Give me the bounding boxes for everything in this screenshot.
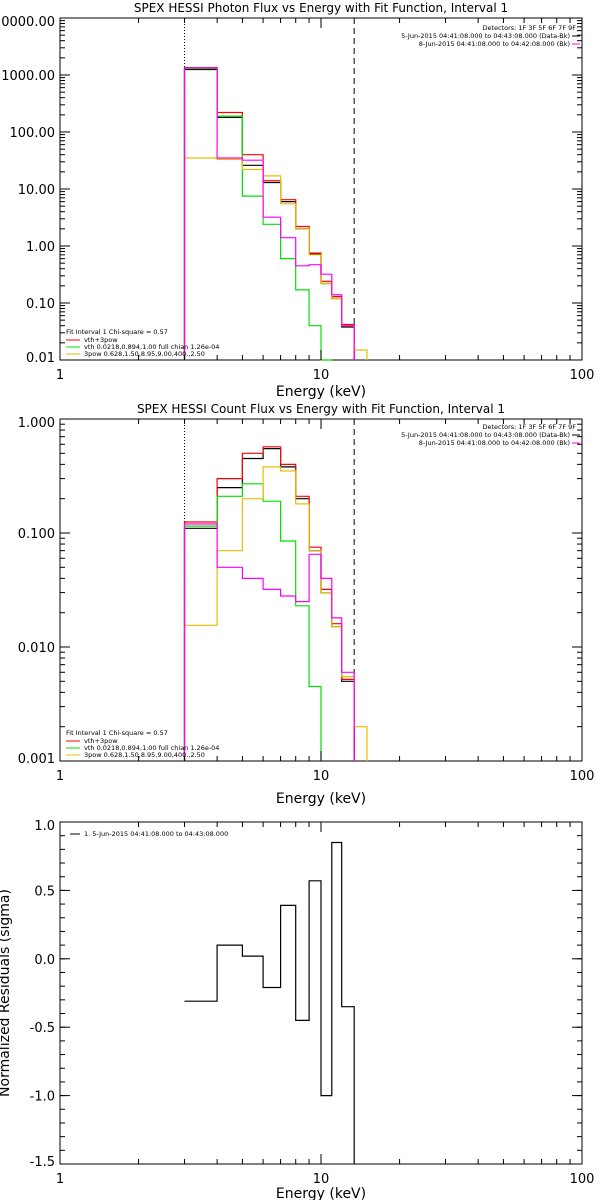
y-tick-label: 100.00 xyxy=(10,126,56,141)
y-tick-label: -0.5 xyxy=(30,1021,55,1036)
y-tick-label: 10.00 xyxy=(18,183,55,198)
legend-line: vth+3pow xyxy=(84,336,118,344)
legend-top-right: Detectors: 1F 3F 5F 6F 7F 9F 5-Jun-2015 … xyxy=(401,24,580,48)
x-tick-label: 1 xyxy=(56,368,64,383)
legend-line: Fit Interval 1 Chi-square = 0.57 xyxy=(66,729,168,737)
y-axis-label: Normalized Residuals (sigma) xyxy=(0,889,13,1097)
legend-line: 3pow 0.628,1.50,8.95,9.00,400.,2.50 xyxy=(84,751,205,759)
series-step-line xyxy=(183,446,355,761)
x-tick-label: 100 xyxy=(570,1172,595,1187)
series-step-line xyxy=(183,483,322,761)
y-tick-label: 0.5 xyxy=(34,884,55,899)
chart-title: SPEX HESSI Photon Flux vs Energy with Fi… xyxy=(134,1,508,15)
x-tick-label: 100 xyxy=(570,368,595,383)
series-step-line xyxy=(183,523,355,761)
legend-top-left: 1. 5-Jun-2015 04:41:08.000 to 04:43:08.0… xyxy=(70,830,228,838)
series-step-line xyxy=(184,841,355,1164)
y-tick-label: 1.0 xyxy=(34,819,55,834)
legend-top-right: Detectors: 1F 3F 5F 6F 7F 9F 5-Jun-2015 … xyxy=(401,423,580,447)
y-tick-label: 1.000 xyxy=(18,416,55,431)
y-tick-label: 0.10 xyxy=(26,297,55,312)
chart-title: SPEX HESSI Count Flux vs Energy with Fit… xyxy=(137,402,505,416)
y-tick-label: -1.0 xyxy=(30,1090,55,1105)
x-axis-label: Energy (keV) xyxy=(276,791,366,807)
x-tick-label: 100 xyxy=(570,769,595,784)
legend-line: Fit Interval 1 Chi-square = 0.57 xyxy=(66,328,168,336)
x-tick-label: 1 xyxy=(56,1172,64,1187)
residuals-chart: 1 10 100 -1.5 -1.0 -0.5 0.0 0.5 1.0 Energy (keV)… xyxy=(0,819,594,1200)
legend-line: 8-Jun-2015 04:41:08.000 to 04:42:08.000 … xyxy=(419,40,570,48)
legend-line: 8-Jun-2015 04:41:08.000 to 04:42:08.000 … xyxy=(419,439,570,447)
series-step-line xyxy=(183,66,355,360)
series-step-line xyxy=(183,68,355,360)
legend-line: 3pow 0.628,1.50,8.95,9.00,400.,2.50 xyxy=(84,350,205,358)
x-axis-label: Energy (keV) xyxy=(276,1186,366,1200)
legend-line: Detectors: 1F 3F 5F 6F 7F 9F xyxy=(482,423,576,431)
y-tick-label: 1.00 xyxy=(26,240,55,255)
legend-line: vth+3pow xyxy=(84,737,118,745)
x-axis-label: Energy (keV) xyxy=(276,384,366,400)
photon-flux-chart: SPEX HESSI Photon Flux vs Energy with Fi… xyxy=(1,1,594,400)
x-tick-label: 10 xyxy=(313,769,330,784)
y-tick-label: 0.001 xyxy=(18,752,55,767)
legend-line: Detectors: 1F 3F 5F 6F 7F 9F xyxy=(482,24,576,32)
y-tick-label: 0000.00 xyxy=(1,15,55,30)
y-tick-label: 1000.00 xyxy=(1,69,55,84)
legend-line: vth 0.0218,0.894,1.00 full chian 1.26e-0… xyxy=(84,343,219,351)
count-flux-chart: SPEX HESSI Count Flux vs Energy with Fit… xyxy=(18,402,595,807)
legend-bottom-left: Fit Interval 1 Chi-square = 0.57 vth+3po… xyxy=(66,328,219,358)
plot-frame xyxy=(59,17,583,361)
series-step-line xyxy=(183,448,355,761)
legend-bottom-left: Fit Interval 1 Chi-square = 0.57 vth+3po… xyxy=(66,729,219,759)
legend-line: 5-Jun-2015 04:41:08.000 to 04:43:08.000 … xyxy=(401,431,570,439)
y-tick-label: 0.010 xyxy=(18,641,55,656)
x-tick-label: 10 xyxy=(313,1172,330,1187)
series-step-line xyxy=(183,67,355,360)
y-tick-label: 0.100 xyxy=(18,527,55,542)
x-tick-label: 1 xyxy=(56,769,64,784)
x-tick-label: 10 xyxy=(313,368,330,383)
legend-line: vth 0.0218,0.894,1.00 full chian 1.26e-0… xyxy=(84,744,219,752)
legend-line: 1. 5-Jun-2015 04:41:08.000 to 04:43:08.0… xyxy=(84,830,228,838)
legend-line: 5-Jun-2015 04:41:08.000 to 04:43:08.000 … xyxy=(401,32,570,40)
y-tick-label: -1.5 xyxy=(30,1155,55,1170)
y-tick-label: 0.01 xyxy=(26,351,55,366)
series-step-line xyxy=(183,157,368,360)
series-step-line xyxy=(183,466,368,761)
y-tick-label: 0.0 xyxy=(34,953,55,968)
series-step-line xyxy=(183,67,332,361)
